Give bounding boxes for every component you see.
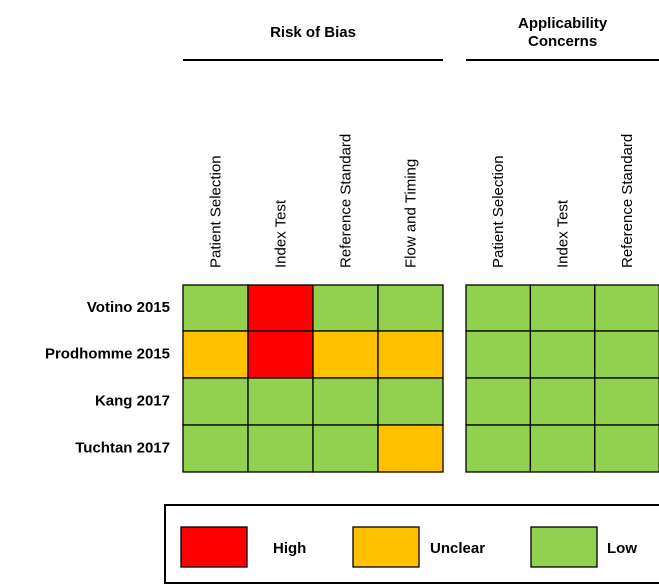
rating-cell xyxy=(312,330,379,379)
legend-swatch xyxy=(352,526,420,568)
rating-cell xyxy=(182,284,249,332)
column-header: Reference Standard xyxy=(338,134,355,268)
column-header: Patient Selection xyxy=(208,155,225,268)
rating-cell xyxy=(182,424,249,473)
rating-cell xyxy=(594,284,659,332)
rating-cell xyxy=(312,284,379,332)
rating-cell xyxy=(594,377,659,426)
legend-swatch xyxy=(180,526,248,568)
rating-cell xyxy=(465,330,532,379)
rating-cell xyxy=(594,424,659,473)
rating-cell xyxy=(529,330,596,379)
rating-cell xyxy=(247,424,314,473)
rating-cell xyxy=(465,377,532,426)
rating-cell xyxy=(377,377,444,426)
rating-cell xyxy=(312,424,379,473)
rating-cell xyxy=(247,330,314,379)
column-header: Patient Selection xyxy=(490,155,507,268)
column-header: Reference Standard xyxy=(619,134,636,268)
legend-label: Low xyxy=(607,540,637,557)
rating-cell xyxy=(594,330,659,379)
study-label: Prodhomme 2015 xyxy=(45,345,170,362)
column-header: Index Test xyxy=(273,199,290,268)
rating-cell xyxy=(377,424,444,473)
group-header: Concerns xyxy=(528,33,597,50)
study-label: Votino 2015 xyxy=(87,299,170,316)
column-header: Flow and Timing xyxy=(403,159,420,268)
rating-cell xyxy=(529,424,596,473)
rating-cell xyxy=(247,377,314,426)
rating-cell xyxy=(377,330,444,379)
column-header: Index Test xyxy=(555,199,572,268)
study-label: Tuchtan 2017 xyxy=(75,439,170,456)
legend-label: Unclear xyxy=(430,540,485,557)
rating-cell xyxy=(465,284,532,332)
rating-cell xyxy=(247,284,314,332)
group-header: Risk of Bias xyxy=(270,24,356,41)
rating-cell xyxy=(465,424,532,473)
rating-cell xyxy=(529,284,596,332)
legend-box xyxy=(164,504,659,584)
rating-cell xyxy=(182,330,249,379)
rating-cell xyxy=(377,284,444,332)
rating-cell xyxy=(312,377,379,426)
legend-swatch xyxy=(530,526,598,568)
rating-cell xyxy=(529,377,596,426)
legend-label: High xyxy=(273,540,306,557)
rating-cell xyxy=(182,377,249,426)
group-header: Applicability xyxy=(518,15,608,32)
study-label: Kang 2017 xyxy=(95,392,170,409)
